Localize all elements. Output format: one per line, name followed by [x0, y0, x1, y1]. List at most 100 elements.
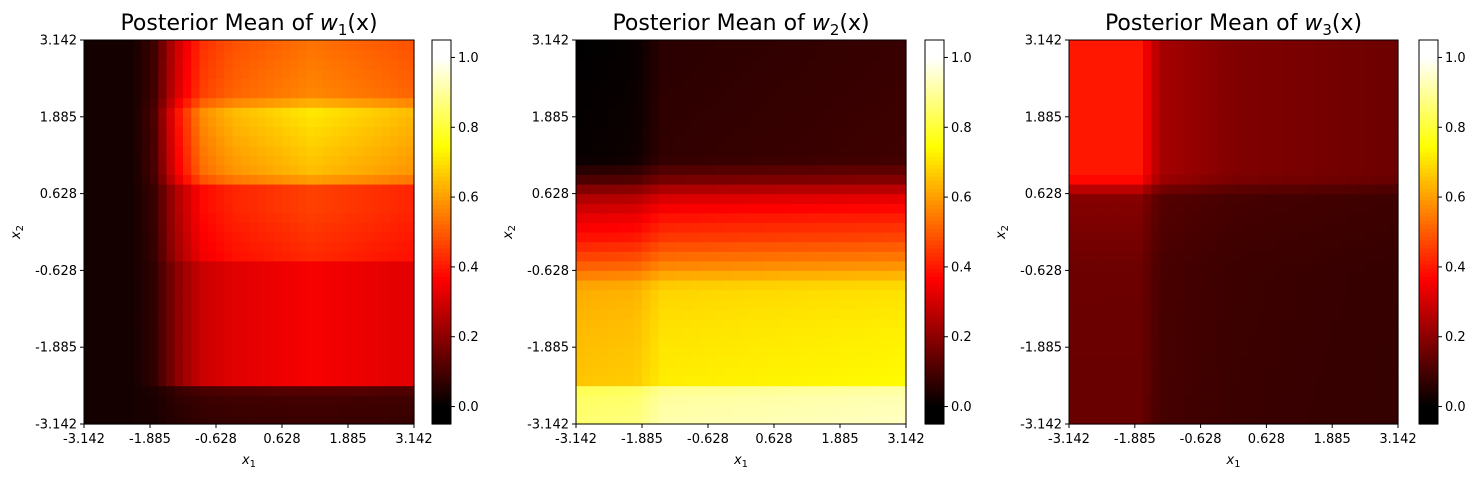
heatmap-cell	[199, 126, 209, 137]
heatmap-cell	[1258, 395, 1267, 406]
heatmap-cell	[1266, 385, 1276, 396]
heatmap-cell	[782, 395, 792, 406]
colorbar-band	[432, 56, 451, 61]
heatmap-cell	[249, 270, 258, 281]
heatmap-cell	[372, 145, 382, 156]
heatmap-cell	[1299, 222, 1309, 233]
heatmap-cell	[625, 404, 635, 415]
heatmap-cell	[298, 97, 308, 108]
heatmap-cell	[609, 414, 618, 425]
heatmap-cell	[273, 40, 283, 51]
heatmap-cell	[298, 280, 308, 291]
heatmap-cell	[1233, 328, 1243, 339]
heatmap-cell	[117, 184, 126, 195]
heatmap-cell	[1118, 145, 1128, 156]
colorbar-band	[925, 52, 944, 57]
heatmap-cell	[273, 116, 283, 127]
heatmap-cell	[1126, 232, 1136, 243]
heatmap-cell	[397, 184, 407, 195]
heatmap-cell	[798, 232, 808, 243]
heatmap-cell	[741, 155, 750, 166]
heatmap-cell	[108, 289, 118, 300]
heatmap-cell	[642, 376, 651, 387]
heatmap-cell	[141, 337, 151, 348]
heatmap-cell	[1315, 116, 1325, 127]
heatmap-cell	[708, 222, 717, 233]
heatmap-cell	[257, 68, 267, 79]
heatmap-cell	[1241, 174, 1251, 185]
heatmap-cell	[1225, 232, 1235, 243]
heatmap-cell	[592, 280, 602, 291]
heatmap-cell	[108, 88, 118, 99]
heatmap-cell	[1274, 328, 1284, 339]
heatmap-cell	[1225, 155, 1235, 166]
heatmap-cell	[141, 414, 151, 425]
colorbar-band	[432, 276, 451, 281]
heatmap-cell	[216, 395, 225, 406]
heatmap-cell	[831, 232, 841, 243]
heatmap-cell	[315, 414, 324, 425]
colorbar-band	[925, 104, 944, 109]
heatmap-cell	[592, 328, 602, 339]
heatmap-cell	[1249, 136, 1259, 147]
heatmap-cell	[1389, 68, 1399, 79]
heatmap-cell	[584, 222, 594, 233]
heatmap-cell	[757, 116, 767, 127]
heatmap-cell	[807, 174, 816, 185]
heatmap-cell	[1241, 376, 1251, 387]
heatmap-cell	[397, 40, 407, 51]
heatmap-cell	[381, 193, 390, 204]
heatmap-cell	[741, 232, 750, 243]
heatmap-cell	[1381, 356, 1391, 367]
heatmap-cell	[1101, 212, 1111, 223]
colorbar-frame	[924, 39, 945, 425]
heatmap-cell	[331, 395, 341, 406]
heatmap-cell	[840, 40, 849, 51]
heatmap-cell	[757, 212, 767, 223]
heatmap-cell	[84, 78, 93, 89]
heatmap-cell	[1356, 299, 1366, 310]
heatmap-cell	[1159, 328, 1169, 339]
heatmap-cell	[1323, 97, 1333, 108]
heatmap-cell	[1233, 212, 1243, 223]
heatmap-cell	[1159, 68, 1169, 79]
heatmap-cell	[249, 116, 258, 127]
heatmap-cell	[823, 347, 833, 358]
heatmap-cell	[732, 68, 742, 79]
heatmap-cell	[658, 212, 668, 223]
heatmap-cell	[691, 126, 701, 137]
heatmap-cell	[356, 164, 366, 175]
heatmap-cell	[1299, 328, 1309, 339]
heatmap-cell	[405, 308, 415, 319]
heatmap-cell	[815, 337, 825, 348]
heatmap-cell	[249, 68, 258, 79]
heatmap-cell	[232, 116, 242, 127]
heatmap-cell	[158, 347, 168, 358]
heatmap-cell	[1348, 107, 1358, 118]
colorbar-tick-label: 0.4	[951, 260, 972, 275]
colorbar-band	[432, 176, 451, 181]
heatmap-cell	[840, 241, 849, 252]
heatmap-cell	[1340, 126, 1350, 137]
heatmap-cell	[207, 337, 217, 348]
colorbar-band	[925, 204, 944, 209]
heatmap-cell	[282, 414, 291, 425]
colorbar-band	[925, 148, 944, 153]
heatmap-cell	[1299, 193, 1309, 204]
heatmap-cell	[117, 337, 126, 348]
heatmap-cell	[1340, 203, 1350, 214]
colorbar-band	[432, 200, 451, 205]
heatmap-cell	[1258, 193, 1267, 204]
colorbar-band	[432, 420, 451, 425]
heatmap-cell	[174, 232, 184, 243]
heatmap-cell	[1093, 193, 1103, 204]
heatmap-cell	[1085, 212, 1095, 223]
heatmap-cell	[372, 136, 382, 147]
heatmap-cell	[364, 318, 374, 329]
heatmap-cell	[84, 337, 93, 348]
x-tick-label: 0.628	[263, 432, 300, 447]
colorbar-band	[432, 196, 451, 201]
heatmap-cell	[224, 260, 234, 271]
heatmap-cell	[848, 376, 858, 387]
colorbar-band	[925, 212, 944, 217]
